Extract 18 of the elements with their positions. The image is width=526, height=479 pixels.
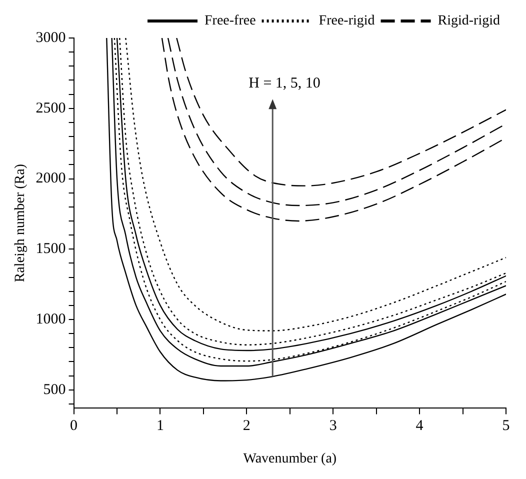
legend-label: Free-free	[204, 14, 256, 29]
y-tick-label: 1000	[36, 311, 66, 328]
y-tick-label: 3000	[36, 30, 66, 46]
x-tick-label: 1	[156, 418, 164, 434]
annotation: H = 1, 5, 10	[248, 76, 320, 92]
legend-label: Free-rigid	[318, 14, 375, 29]
y-tick-label: 2000	[36, 170, 66, 187]
y-tick-label: 2500	[36, 100, 66, 116]
x-axis-title: Wavenumber (a)	[243, 451, 337, 466]
y-tick-label: 1500	[36, 241, 66, 258]
x-tick-label: 3	[329, 418, 337, 434]
x-tick-label: 5	[502, 418, 510, 434]
legend-label: Rigid-rigid	[438, 14, 500, 29]
x-tick-label: 2	[242, 418, 250, 434]
y-axis-title: Raleigh number (Ra)	[13, 164, 28, 282]
y-tick-label: 500	[43, 382, 66, 398]
x-tick-label: 0	[70, 418, 78, 434]
x-tick-label: 4	[416, 418, 424, 434]
